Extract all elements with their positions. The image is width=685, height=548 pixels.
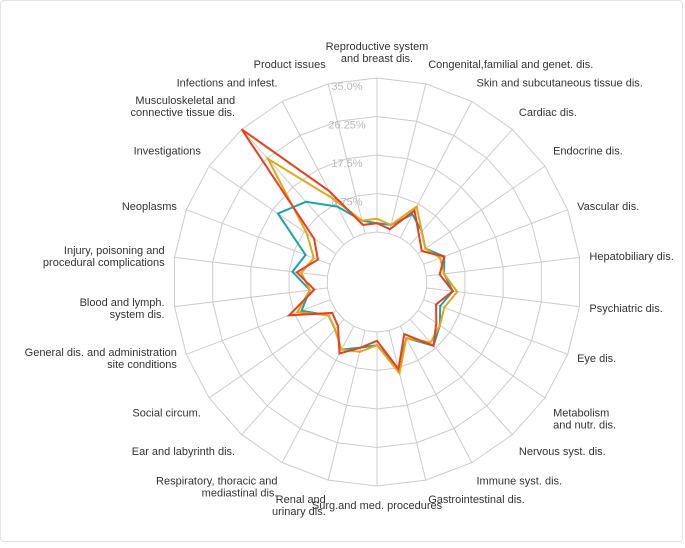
series-red-series (240, 128, 455, 372)
grid-spoke (388, 83, 427, 234)
grid-spoke (174, 287, 328, 308)
category-label: Social circum. (132, 408, 200, 420)
category-label: Eye dis. (577, 353, 616, 365)
category-label: Vascular dis. (577, 201, 639, 213)
category-label: Gastrointestinal dis. (428, 494, 525, 506)
grid-spoke (388, 330, 427, 481)
category-label: Investigations (134, 145, 202, 157)
category-label: Reproductive system and breast dis. (326, 41, 429, 65)
category-label: Congenital,familial and genet. dis. (428, 59, 593, 71)
category-label: Ear and labyrinth dis. (132, 446, 235, 458)
grid-spoke (281, 326, 355, 463)
category-label: Respiratory, thoracic and mediastinal dis… (156, 476, 277, 500)
grid-spoke (399, 326, 473, 463)
grid-spoke (208, 309, 337, 399)
grid-spoke (186, 299, 331, 355)
category-label: Injury, poisoning and procedural complica… (43, 245, 165, 269)
category-label: Musculoskeletal and connective tissue dis… (131, 95, 236, 119)
ring-label: 26.25% (328, 120, 366, 132)
grid-spoke (281, 101, 355, 238)
category-label: Infections and infest. (177, 78, 278, 90)
grid-spoke (327, 330, 366, 481)
series-yellow-series (265, 156, 459, 376)
grid-spoke (409, 319, 513, 436)
category-label: Product issues (254, 59, 327, 71)
grid-spoke (423, 299, 568, 355)
category-label: Hepatobiliary dis. (589, 251, 673, 263)
grid-spoke (423, 209, 568, 265)
ring-label: 35.0% (331, 81, 362, 93)
category-label: Immune syst. dis. (477, 476, 563, 488)
category-label: Skin and subcutaneous tissue dis. (477, 78, 643, 90)
ring-label: 17.5% (331, 158, 362, 170)
category-label: Surg.and med. procedures (312, 500, 443, 512)
grid-spoke (409, 128, 513, 245)
grid-spoke (327, 83, 366, 234)
grid-spoke (241, 128, 345, 245)
grid-spoke (208, 165, 337, 255)
category-label: Cardiac dis. (519, 107, 577, 119)
category-label: Renal and urinary dis. (272, 494, 326, 518)
category-label: Metabolism and nutr. dis. (553, 408, 616, 432)
category-label: Blood and lymph. system dis. (80, 297, 165, 321)
category-label: General dis. and administration site cond… (25, 347, 178, 371)
category-label: Endocrine dis. (553, 145, 623, 157)
grid-spoke (241, 319, 345, 436)
grid-spoke (399, 101, 473, 238)
category-label: Psychiatric dis. (589, 303, 662, 315)
grid-spoke (426, 256, 580, 277)
grid-ring (326, 231, 428, 333)
category-label: Nervous syst. dis. (519, 446, 606, 458)
grid-spoke (417, 165, 546, 255)
category-label: Neoplasms (122, 201, 178, 213)
ring-label: 8.75% (331, 197, 362, 209)
